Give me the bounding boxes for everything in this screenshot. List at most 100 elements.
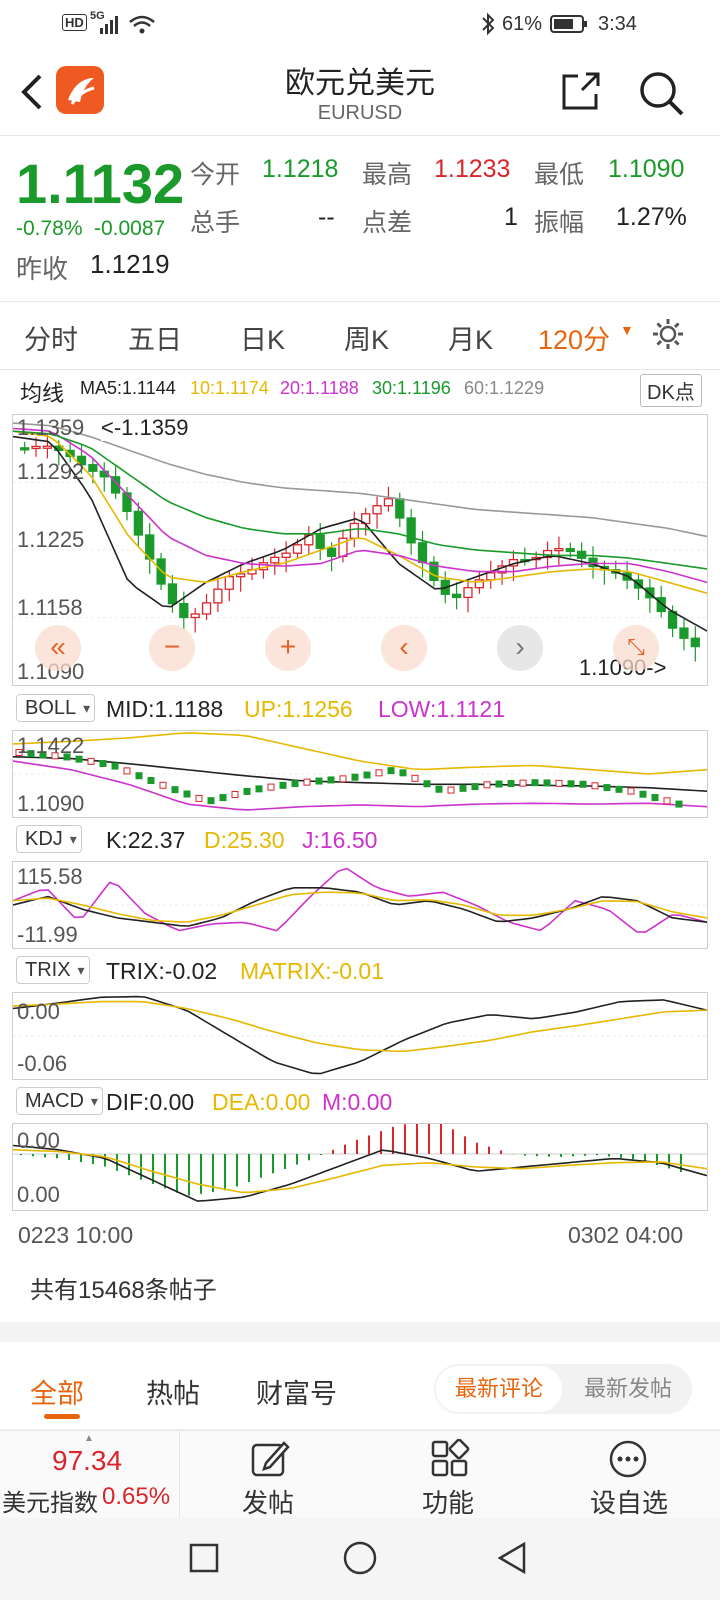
trix-svg <box>13 995 707 1075</box>
back-arrow-icon[interactable] <box>18 72 44 112</box>
candle-body <box>281 552 291 558</box>
boll-candle <box>435 785 443 793</box>
kdj-indicator-select[interactable]: KDJ <box>16 825 82 853</box>
candle-body <box>429 561 439 582</box>
boll-candle <box>531 779 539 787</box>
settings-gear-icon[interactable] <box>650 316 686 352</box>
boll-candle <box>147 777 155 785</box>
prev-close-value: 1.1219 <box>90 249 170 279</box>
candle-body <box>88 464 98 472</box>
candle-body <box>76 455 87 466</box>
candle-body <box>315 534 325 549</box>
tab-wealth-account[interactable]: 财富号 <box>256 1379 337 1409</box>
scroll-right-button[interactable]: › <box>497 625 543 671</box>
boll-candle <box>87 757 95 765</box>
open-value: 1.1218 <box>262 155 339 183</box>
candle-body <box>656 597 666 613</box>
dk-point-button[interactable]: DK点 <box>640 374 702 407</box>
boll-candle <box>15 749 23 756</box>
change-percent: -0.78% <box>16 217 83 240</box>
symbol-code: EURUSD <box>317 102 403 124</box>
share-icon[interactable] <box>560 70 602 112</box>
boll-candle <box>483 781 491 789</box>
boll-candle <box>111 762 119 770</box>
period-tabs: 分时 五日 日K 周K 月K 120分 ▼ <box>0 302 720 370</box>
kdj-d: D:25.30 <box>204 827 285 853</box>
prev-close-label: 昨收 <box>16 254 69 284</box>
add-watchlist-button[interactable]: 设自选 <box>572 1431 692 1519</box>
dollar-index-label: 美元指数 <box>2 1490 98 1517</box>
tab-weekly-k[interactable]: 周K <box>344 325 390 355</box>
candle-body <box>565 547 575 553</box>
boll-mid-line <box>13 756 707 792</box>
trix-chart: 0.00 -0.06 <box>12 992 708 1080</box>
macd-indicator-select[interactable]: MACD <box>16 1087 103 1115</box>
tab-hot-posts[interactable]: 热帖 <box>146 1379 200 1409</box>
low-value: 1.1090 <box>608 155 685 183</box>
boll-candle <box>267 783 275 791</box>
tab-all-posts[interactable]: 全部 <box>30 1379 84 1409</box>
candle-body <box>224 576 234 590</box>
kdj-y-top: 115.58 <box>17 864 83 889</box>
more-dots-icon <box>609 1440 647 1478</box>
function-button[interactable]: 功能 <box>400 1431 500 1519</box>
tab-five-day[interactable]: 五日 <box>128 325 182 355</box>
candle-body <box>349 522 359 539</box>
clock: 3:34 <box>598 13 637 35</box>
y-axis-label-4: 1.1158 <box>17 595 83 620</box>
fullscreen-icon[interactable]: ⤡ <box>613 625 659 671</box>
dollar-index-ticker[interactable]: ▲ 97.34 美元指数 0.65% <box>0 1431 180 1519</box>
hd-icon: HD <box>62 14 87 31</box>
candle-body <box>554 547 564 552</box>
zoom-out-button[interactable]: − <box>149 625 195 671</box>
add-watchlist-label: 设自选 <box>590 1488 669 1518</box>
candle-body <box>326 547 337 557</box>
tab-daily-k[interactable]: 日K <box>240 325 286 355</box>
spread-value: 1 <box>504 203 518 231</box>
tab-dropdown-icon[interactable]: ▼ <box>620 322 634 338</box>
ma10-line <box>13 430 707 594</box>
time-axis-start: 0223 10:00 <box>18 1222 134 1248</box>
tab-120min[interactable]: 120分 <box>538 325 611 355</box>
boll-candle <box>399 769 407 777</box>
sort-latest-comment[interactable]: 最新评论 <box>436 1366 562 1412</box>
post-button[interactable]: 发帖 <box>220 1431 320 1519</box>
recent-apps-icon[interactable] <box>188 1542 220 1574</box>
macd-dea: DEA:0.00 <box>212 1089 311 1115</box>
candle-body <box>167 583 178 605</box>
candle-body <box>179 602 189 619</box>
tab-intraday[interactable]: 分时 <box>24 325 78 355</box>
zoom-in-button[interactable]: + <box>265 625 311 671</box>
signal-5g-icon: 5G <box>90 10 105 22</box>
ma20-line <box>13 427 707 584</box>
scroll-start-button[interactable]: « <box>35 625 81 671</box>
boll-candle <box>315 777 323 785</box>
tab-monthly-k[interactable]: 月K <box>448 325 494 355</box>
sort-latest-post[interactable]: 最新发帖 <box>583 1376 672 1401</box>
candle-body <box>122 492 132 513</box>
scroll-left-button[interactable]: ‹ <box>381 625 427 671</box>
candlestick-chart[interactable]: 1.1359 <-1.1359 1.1292 1.1225 1.1158 1.1… <box>12 414 708 686</box>
home-icon[interactable] <box>342 1540 378 1576</box>
ma-legend: 均线 MA5:1.1144 10:1.1174 20:1.1188 30:1.1… <box>20 374 710 407</box>
dollar-index-value: 97.34 <box>52 1445 123 1476</box>
status-bar: HD 5G 61% 3:34 <box>0 0 720 50</box>
caret-up-icon: ▲ <box>84 1433 94 1444</box>
kdj-j-line <box>13 867 707 933</box>
kdj-j: J:16.50 <box>302 827 378 853</box>
boll-candle <box>279 781 287 789</box>
trix-indicator-select[interactable]: TRIX <box>16 956 90 984</box>
candle-body <box>451 593 462 599</box>
search-icon[interactable] <box>636 68 686 118</box>
dollar-index-change: 0.65% <box>102 1483 171 1510</box>
ma10-value: 10:1.1174 <box>190 378 269 398</box>
boll-chart: 1.1422 1.1090 <box>12 730 708 818</box>
bottom-action-bar: ▲ 97.34 美元指数 0.65% 发帖 功能 设自选 <box>0 1430 720 1519</box>
candle-body <box>236 573 246 578</box>
boll-low: LOW:1.1121 <box>378 696 506 722</box>
back-icon[interactable] <box>494 1540 530 1576</box>
macd-chart: 0.00 0.00 <box>12 1123 708 1211</box>
signal-wifi-icon <box>100 15 155 34</box>
time-axis-end: 0302 04:00 <box>568 1222 684 1248</box>
boll-indicator-select[interactable]: BOLL <box>16 694 96 722</box>
